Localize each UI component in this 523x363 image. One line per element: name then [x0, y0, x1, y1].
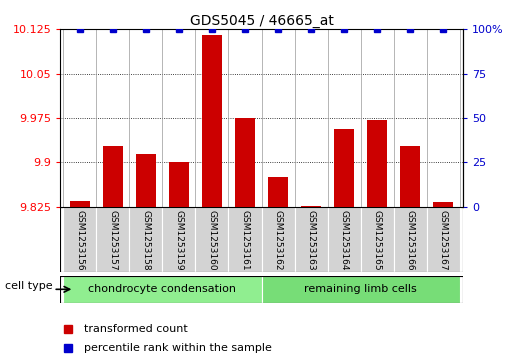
Text: remaining limb cells: remaining limb cells [304, 285, 417, 294]
Text: GSM1253164: GSM1253164 [339, 210, 348, 271]
Bar [367, 120, 387, 207]
Bar [360, 207, 393, 272]
Bar [427, 207, 460, 272]
Bar [262, 276, 460, 303]
Text: GSM1253156: GSM1253156 [75, 210, 84, 271]
Bar [262, 207, 294, 272]
Bar [334, 129, 354, 207]
Bar [327, 207, 360, 272]
Bar [70, 201, 90, 207]
Text: GSM1253158: GSM1253158 [141, 210, 151, 271]
Bar [229, 207, 262, 272]
Bar [433, 202, 453, 207]
Bar [400, 146, 420, 207]
Text: GSM1253157: GSM1253157 [108, 210, 118, 271]
Bar [63, 207, 96, 272]
Bar [202, 35, 222, 207]
Title: GDS5045 / 46665_at: GDS5045 / 46665_at [189, 14, 334, 28]
Text: GSM1253159: GSM1253159 [175, 210, 184, 271]
Bar [196, 207, 229, 272]
Bar [268, 177, 288, 207]
Bar [169, 163, 189, 207]
Text: GSM1253163: GSM1253163 [306, 210, 315, 271]
Text: GSM1253161: GSM1253161 [241, 210, 249, 271]
Text: GSM1253165: GSM1253165 [372, 210, 382, 271]
Bar [63, 276, 262, 303]
Text: GSM1253166: GSM1253166 [405, 210, 415, 271]
Text: GSM1253162: GSM1253162 [274, 210, 282, 271]
Text: cell type: cell type [5, 281, 52, 291]
Bar [294, 207, 327, 272]
Text: transformed count: transformed count [84, 324, 188, 334]
Bar [301, 206, 321, 207]
Text: GSM1253160: GSM1253160 [208, 210, 217, 271]
Bar [103, 146, 123, 207]
Text: GSM1253167: GSM1253167 [439, 210, 448, 271]
Bar [136, 154, 156, 207]
Bar [96, 207, 130, 272]
Bar [393, 207, 427, 272]
Bar [235, 118, 255, 207]
Bar [163, 207, 196, 272]
Bar [130, 207, 163, 272]
Text: percentile rank within the sample: percentile rank within the sample [84, 343, 272, 352]
Text: chondrocyte condensation: chondrocyte condensation [88, 285, 236, 294]
